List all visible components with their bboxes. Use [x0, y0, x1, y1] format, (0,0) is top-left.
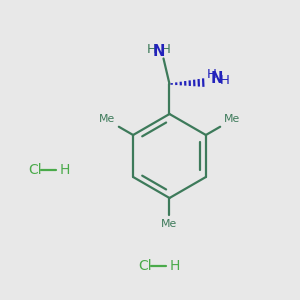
Text: H: H — [169, 259, 180, 272]
Text: Cl: Cl — [28, 163, 42, 176]
Text: Me: Me — [161, 219, 178, 229]
Text: H: H — [161, 43, 171, 56]
Text: H: H — [207, 68, 217, 82]
Text: Cl: Cl — [138, 259, 152, 272]
Text: Me: Me — [224, 115, 240, 124]
Text: H: H — [60, 163, 70, 176]
Text: N: N — [153, 44, 165, 59]
Text: Me: Me — [99, 115, 115, 124]
Text: H: H — [147, 43, 157, 56]
Text: N: N — [211, 71, 223, 86]
Text: H: H — [220, 74, 230, 88]
